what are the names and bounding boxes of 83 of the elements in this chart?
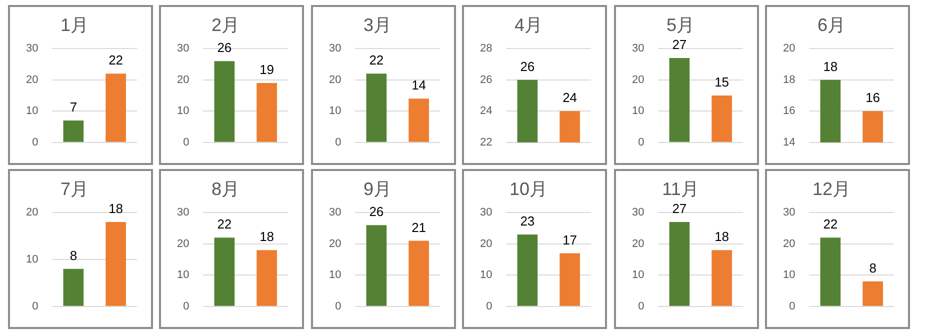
- data-label: 26: [369, 204, 384, 220]
- chart-title: 3月: [363, 14, 392, 35]
- chart-title: 9月: [363, 178, 392, 199]
- data-label: 27: [672, 201, 687, 216]
- data-label: 22: [217, 216, 232, 232]
- y-tick-label: 10: [26, 105, 38, 118]
- data-label: 27: [672, 37, 687, 52]
- chart-title: 1月: [60, 14, 89, 35]
- data-label: 26: [520, 58, 535, 74]
- data-label: 16: [866, 90, 880, 106]
- y-tick-label: 10: [782, 269, 796, 282]
- y-tick-label: 30: [328, 42, 342, 55]
- chart-title: 8月: [211, 178, 240, 199]
- y-tick-label: 20: [26, 206, 38, 219]
- y-tick-label: 20: [176, 238, 190, 250]
- chart-title: 7月: [60, 178, 89, 199]
- y-tick-label: 20: [480, 238, 492, 250]
- data-label: 22: [369, 52, 384, 68]
- y-tick-label: 0: [183, 300, 190, 312]
- data-label: 26: [217, 40, 232, 56]
- y-tick-label: 20: [26, 74, 38, 86]
- data-label: 14: [412, 78, 426, 93]
- y-tick-label: 10: [26, 254, 38, 266]
- data-label: 8: [70, 248, 78, 263]
- y-tick-label: 30: [176, 42, 190, 55]
- data-label: 18: [108, 201, 124, 216]
- y-tick-label: 26: [480, 74, 492, 86]
- y-tick-label: 0: [638, 136, 644, 148]
- data-label: 21: [412, 220, 426, 235]
- chart-title: 4月: [514, 14, 543, 35]
- y-tick-label: 20: [328, 238, 342, 250]
- data-label: 22: [108, 52, 124, 68]
- y-tick-label: 0: [32, 300, 38, 312]
- y-tick-label: 30: [176, 206, 190, 219]
- y-tick-label: 0: [789, 300, 796, 312]
- y-tick-label: 28: [480, 42, 492, 55]
- data-label: 8: [869, 260, 876, 276]
- y-tick-label: 30: [328, 206, 342, 219]
- data-label: 24: [562, 90, 578, 106]
- y-tick-label: 10: [632, 269, 644, 282]
- y-tick-label: 10: [328, 105, 342, 118]
- y-tick-label: 10: [176, 269, 190, 282]
- data-label: 22: [823, 216, 838, 232]
- chart-title: 12月: [812, 178, 851, 199]
- y-tick-label: 0: [32, 136, 38, 148]
- data-label: 18: [260, 229, 274, 244]
- chart-title: 5月: [666, 14, 695, 35]
- y-tick-label: 0: [335, 136, 342, 148]
- y-tick-label: 20: [782, 238, 796, 250]
- chart-title: 2月: [211, 14, 240, 35]
- data-label: 18: [714, 229, 730, 244]
- data-label: 19: [260, 62, 274, 78]
- y-tick-label: 18: [782, 74, 796, 86]
- data-label: 17: [562, 232, 578, 248]
- y-tick-label: 20: [632, 74, 644, 86]
- data-label: 23: [520, 214, 535, 229]
- y-tick-label: 16: [782, 105, 796, 118]
- y-tick-label: 10: [176, 105, 190, 118]
- y-tick-label: 30: [782, 206, 796, 219]
- y-tick-label: 0: [638, 300, 644, 312]
- y-tick-label: 10: [480, 269, 492, 282]
- y-tick-label: 0: [486, 300, 492, 312]
- data-label: 7: [70, 100, 78, 115]
- data-label: 18: [823, 58, 838, 74]
- y-tick-label: 10: [632, 105, 644, 118]
- y-tick-label: 20: [782, 42, 796, 55]
- chart-title: 6月: [817, 14, 846, 35]
- y-tick-label: 30: [480, 206, 492, 219]
- y-tick-label: 0: [335, 300, 342, 312]
- y-tick-label: 20: [328, 74, 342, 86]
- y-tick-label: 30: [632, 42, 644, 55]
- y-tick-label: 30: [632, 206, 644, 219]
- chart-title: 11月: [662, 178, 699, 199]
- y-tick-label: 24: [480, 105, 492, 118]
- y-tick-label: 20: [176, 74, 190, 86]
- data-label: 15: [714, 74, 730, 90]
- y-tick-label: 10: [328, 269, 342, 282]
- y-tick-label: 20: [632, 238, 644, 250]
- y-tick-label: 14: [782, 136, 796, 148]
- y-tick-label: 30: [26, 42, 38, 55]
- y-tick-label: 0: [183, 136, 190, 148]
- y-tick-label: 22: [480, 136, 492, 148]
- chart-title: 10月: [509, 178, 548, 199]
